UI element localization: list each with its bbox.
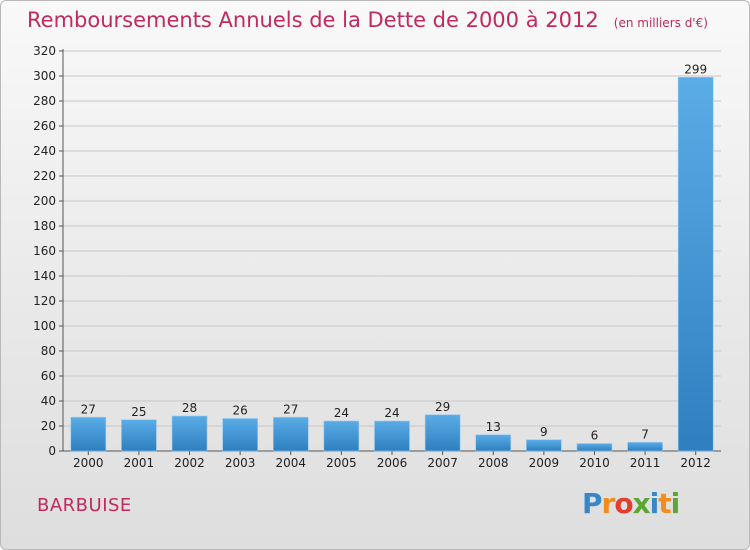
x-tick-label: 2011: [630, 456, 661, 470]
data-label: 26: [233, 404, 248, 418]
y-tick-label: 160: [33, 244, 56, 258]
x-tick-label: 2007: [427, 456, 458, 470]
x-tick-label: 2006: [377, 456, 408, 470]
y-tick-label: 180: [33, 219, 56, 233]
data-label: 24: [334, 406, 349, 420]
logo-letter: P: [582, 487, 603, 520]
y-tick-label: 200: [33, 194, 56, 208]
y-tick-label: 260: [33, 119, 56, 133]
bar: [323, 420, 360, 452]
y-tick-label: 60: [41, 369, 56, 383]
bar: [677, 76, 714, 452]
chart-unit-label: (en milliers d'€): [613, 16, 708, 30]
bars: [70, 76, 714, 452]
data-label: 28: [182, 401, 197, 415]
bar: [272, 416, 309, 452]
logo-letter: i: [649, 487, 660, 520]
data-label: 9: [540, 425, 548, 439]
bar: [576, 443, 613, 452]
grid-lines: [63, 50, 721, 427]
y-tick-label: 220: [33, 169, 56, 183]
bar: [627, 441, 663, 452]
logo-letter: t: [658, 487, 671, 520]
x-tick-label: 2010: [579, 456, 610, 470]
bar: [424, 414, 461, 452]
bar: [121, 419, 157, 452]
labels: 0 20 40 60 80 100 120 140 160 180 200 220 240 260 280 3…: [33, 44, 711, 470]
data-label: 25: [131, 405, 146, 419]
y-tick-label: 20: [41, 419, 56, 433]
data-label: 24: [384, 406, 399, 420]
logo-letter: i: [670, 487, 681, 520]
axes: [59, 49, 721, 455]
chart-title-text: Remboursements Annuels de la Dette de 20…: [27, 8, 599, 32]
x-tick-label: 2003: [225, 456, 256, 470]
y-tick-label: 320: [33, 44, 56, 58]
commune-name: BARBUISE: [37, 495, 132, 516]
y-tick-label: 120: [33, 294, 56, 308]
bar: [475, 434, 512, 452]
y-tick-label: 300: [33, 69, 56, 83]
bar: [374, 420, 410, 452]
x-tick-label: 2001: [124, 456, 155, 470]
x-tick-label: 2008: [478, 456, 509, 470]
data-label: 299: [684, 62, 707, 76]
y-tick-label: 0: [48, 444, 56, 458]
x-tick-label: 2002: [174, 456, 205, 470]
x-tick-label: 2004: [275, 456, 306, 470]
logo-letter: x: [632, 487, 651, 520]
bar: [70, 416, 107, 452]
y-tick-label: 40: [41, 394, 56, 408]
y-tick-label: 100: [33, 319, 56, 333]
x-tick-label: 2009: [529, 456, 560, 470]
chart-title: Remboursements Annuels de la Dette de 20…: [27, 8, 708, 32]
y-tick-label: 280: [33, 94, 56, 108]
logo-letter: r: [601, 487, 616, 520]
data-label: 13: [486, 420, 501, 434]
x-tick-label: 2012: [680, 456, 711, 470]
data-label: 29: [435, 400, 450, 414]
x-tick-label: 2005: [326, 456, 357, 470]
y-tick-label: 140: [33, 269, 56, 283]
y-tick-label: 80: [41, 344, 56, 358]
bar: [171, 415, 208, 452]
data-label: 6: [591, 429, 599, 443]
x-tick-label: 2000: [73, 456, 104, 470]
data-label: 7: [641, 427, 649, 441]
proxiti-logo: Proxiti: [582, 487, 681, 520]
data-label: 27: [283, 402, 298, 416]
y-tick-label: 240: [33, 144, 56, 158]
bar: [222, 418, 258, 452]
data-label: 27: [81, 402, 96, 416]
bar: [526, 439, 562, 452]
logo-letter: o: [614, 487, 633, 520]
